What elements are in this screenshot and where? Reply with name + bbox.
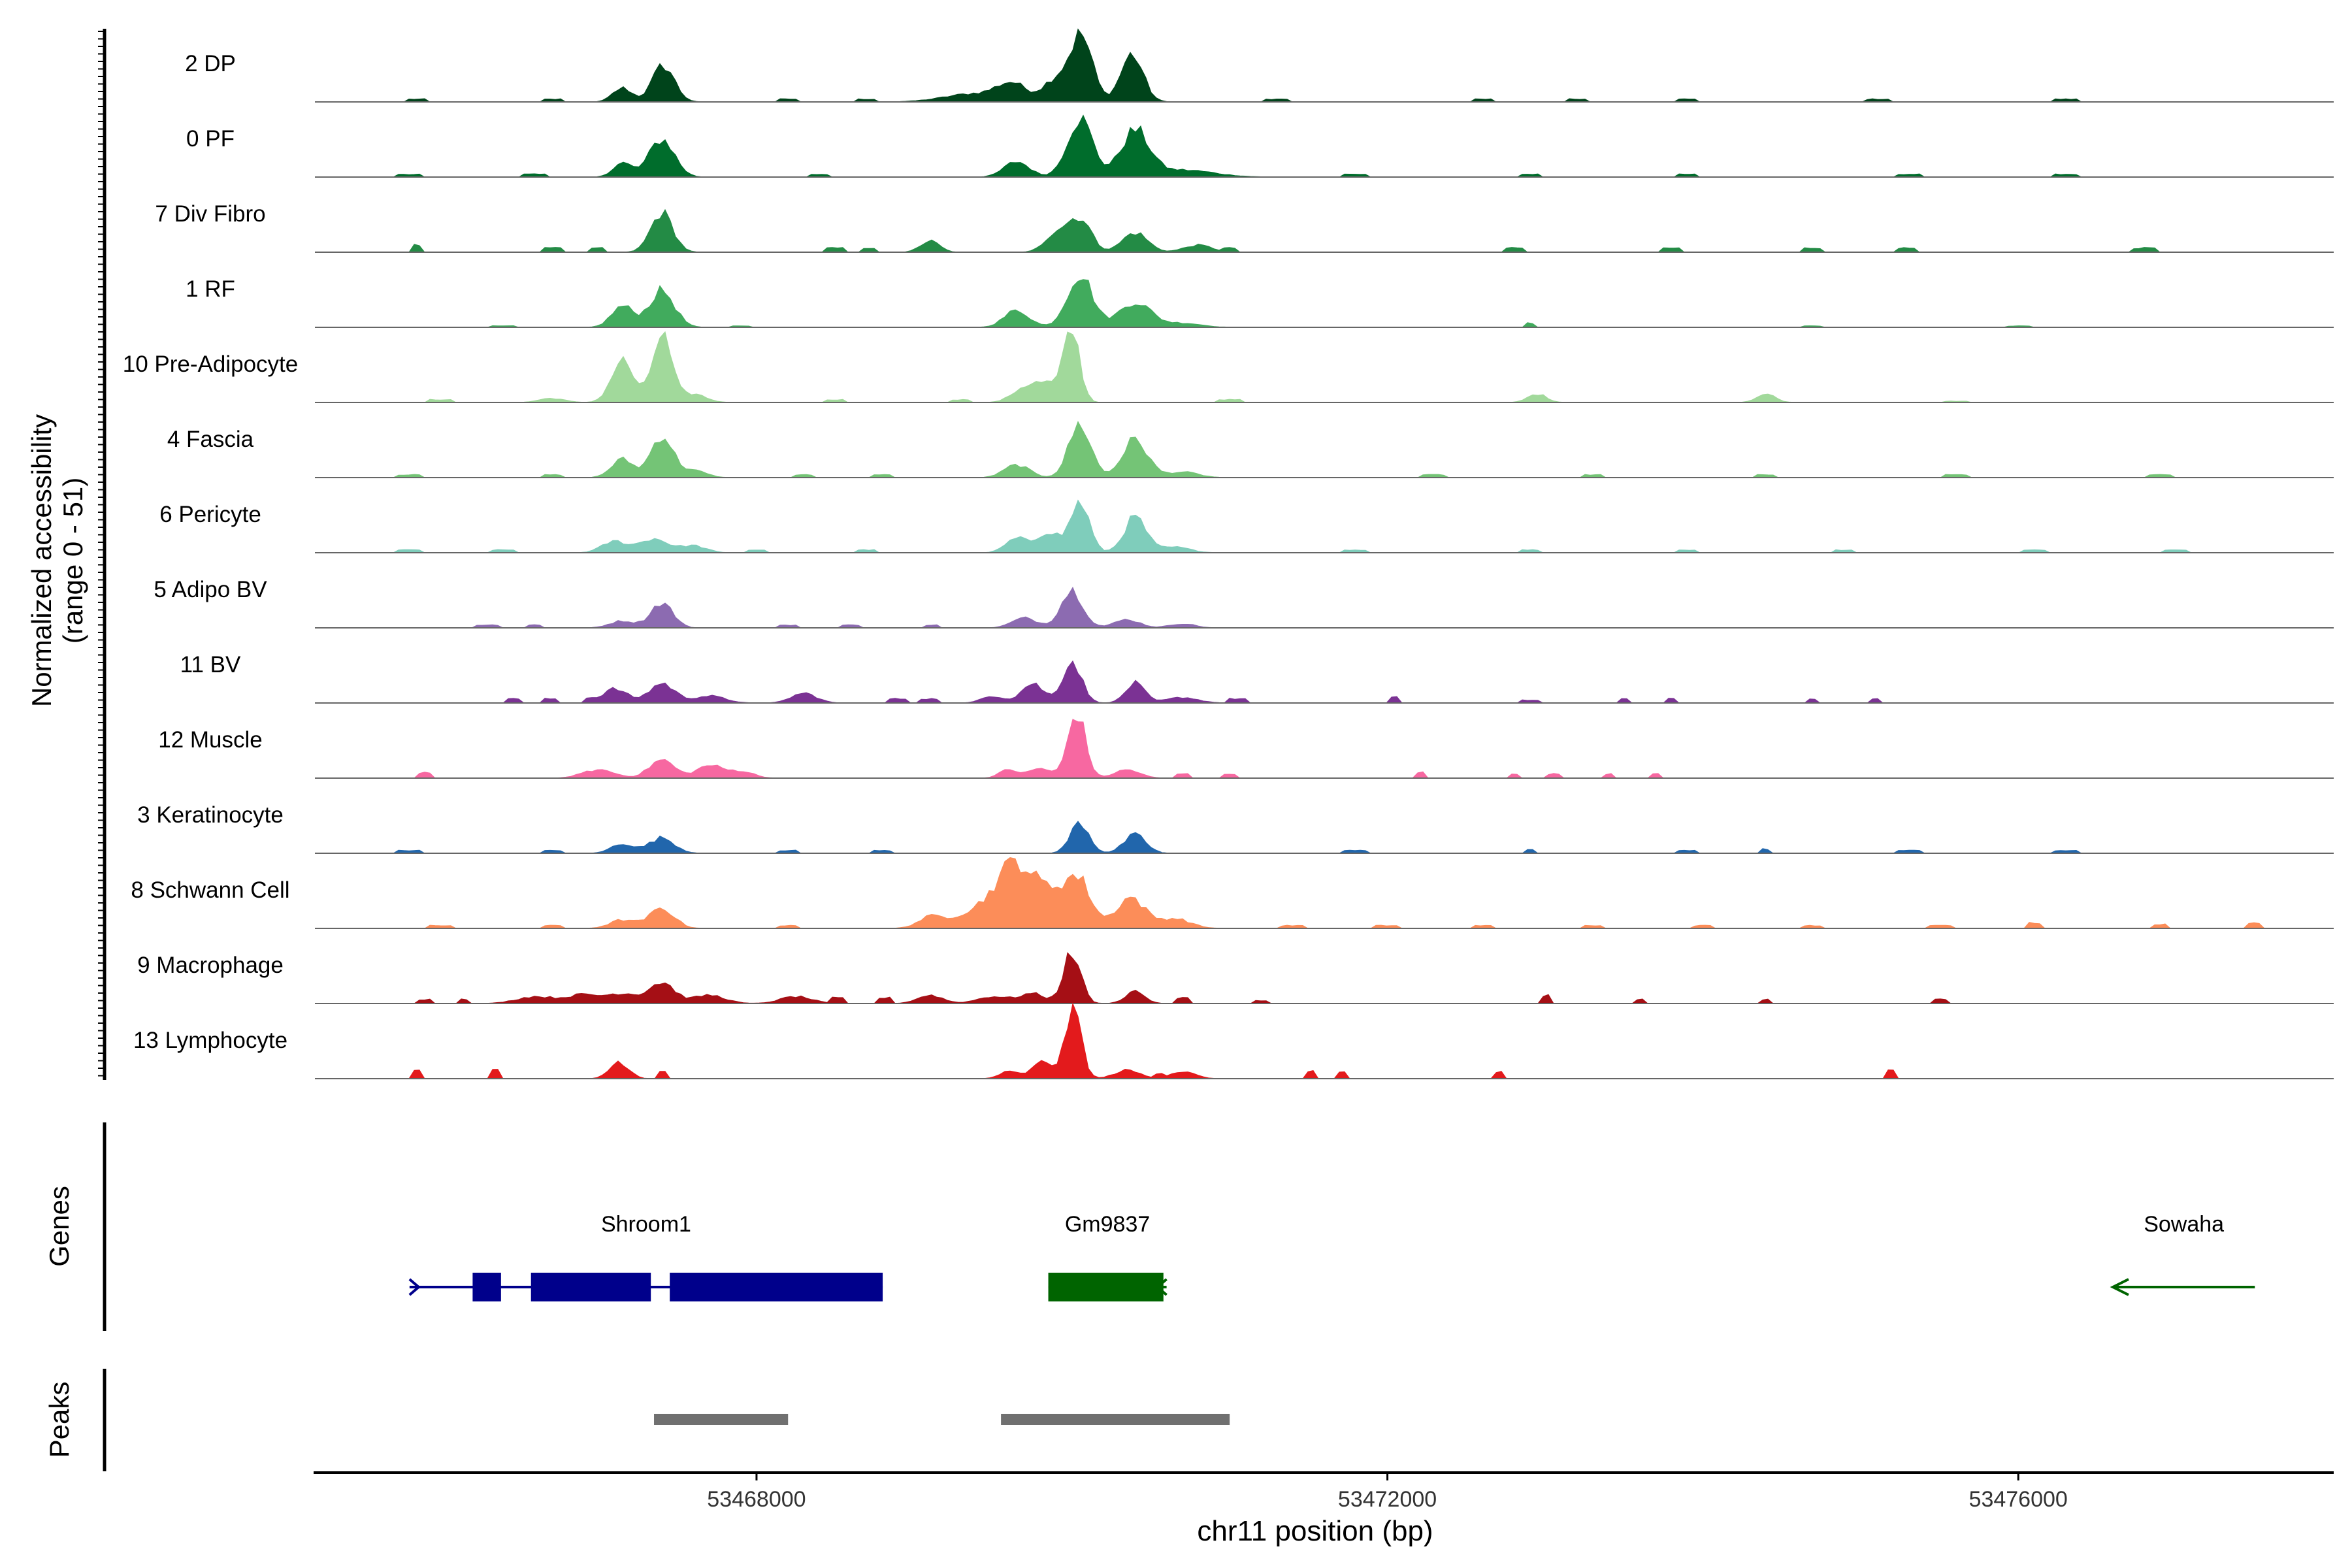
gene-exon	[1048, 1273, 1164, 1301]
coverage-area	[315, 719, 2334, 779]
gene-exon	[531, 1273, 651, 1301]
track-label: 4 Fascia	[167, 427, 254, 452]
track-10-pre-adipocyte: 10 Pre-Adipocyte	[123, 331, 2334, 403]
track-7-div-fibro: 7 Div Fibro	[155, 201, 2334, 253]
track-2-dp: 2 DP	[185, 28, 2334, 103]
gene-label: Shroom1	[601, 1212, 691, 1237]
track-label: 2 DP	[185, 51, 236, 76]
coverage-area	[315, 331, 2334, 403]
x-tick-label: 53472000	[1338, 1487, 1437, 1512]
track-9-macrophage: 9 Macrophage	[137, 952, 2334, 1004]
track-4-fascia: 4 Fascia	[167, 421, 2334, 478]
coverage-tracks: 2 DP 0 PF 7 Div Fibro 1 RF 10 Pre-Adipocyte 4…	[123, 28, 2334, 1079]
peaks-track-label: Peaks	[44, 1382, 74, 1458]
coverage-area	[315, 279, 2334, 328]
coverage-area	[315, 586, 2334, 629]
gene-label: Sowaha	[2144, 1212, 2224, 1237]
peaks-track: Peaks	[44, 1369, 1230, 1471]
strand-arrow	[1155, 1278, 1168, 1296]
coverage-area	[315, 660, 2334, 704]
coverage-area	[315, 821, 2334, 854]
coverage-area	[315, 952, 2334, 1004]
strand-arrow	[408, 1278, 421, 1296]
x-tick-label: 53468000	[707, 1487, 806, 1512]
x-axis-label: chr11 position (bp)	[1197, 1515, 1433, 1547]
y-axis	[98, 29, 106, 1080]
track-5-adipo-bv: 5 Adipo BV	[154, 577, 2334, 629]
track-1-rf: 1 RF	[186, 276, 2334, 328]
track-label: 10 Pre-Adipocyte	[123, 351, 298, 377]
y-axis-label: Normalized accessibility	[26, 414, 57, 707]
track-label: 9 Macrophage	[137, 953, 284, 978]
track-label: 7 Div Fibro	[155, 201, 265, 227]
track-label: 8 Schwann Cell	[131, 877, 289, 903]
x-tick-label: 53476000	[1969, 1487, 2068, 1512]
coverage-area	[315, 1002, 2334, 1079]
gene-exon	[670, 1273, 883, 1301]
track-label: 5 Adipo BV	[154, 577, 267, 602]
track-11-bv: 11 BV	[180, 652, 2334, 704]
coverage-area	[315, 114, 2334, 178]
peak-region	[1001, 1414, 1230, 1425]
coverage-area	[315, 421, 2334, 478]
track-label: 0 PF	[186, 126, 235, 152]
track-label: 11 BV	[180, 652, 241, 678]
track-label: 3 Keratinocyte	[137, 802, 284, 828]
gene-sowaha: Sowaha	[2110, 1212, 2255, 1296]
strand-arrow	[2110, 1278, 2129, 1296]
track-0-pf: 0 PF	[186, 114, 2334, 178]
track-6-pericyte: 6 Pericyte	[159, 499, 2334, 553]
track-label: 1 RF	[186, 276, 235, 302]
gene-label: Gm9837	[1065, 1212, 1150, 1237]
track-12-muscle: 12 Muscle	[158, 719, 2334, 779]
x-axis: 53468000 53472000 53476000	[314, 1471, 2334, 1512]
coverage-area	[315, 857, 2334, 929]
track-13-lymphocyte: 13 Lymphocyte	[133, 1002, 2334, 1079]
coverage-area	[315, 208, 2334, 253]
track-label: 12 Muscle	[158, 727, 263, 753]
track-8-schwann-cell: 8 Schwann Cell	[131, 857, 2334, 929]
track-label: 6 Pericyte	[159, 502, 261, 527]
coverage-area	[315, 28, 2334, 103]
coverage-area	[315, 499, 2334, 553]
gene-gm9837: Gm9837	[1048, 1212, 1168, 1301]
gene-exon	[472, 1273, 501, 1301]
peak-region	[654, 1414, 789, 1425]
gene-track-label: Genes	[44, 1186, 74, 1267]
y-axis-range-label: (range 0 - 51)	[57, 478, 88, 644]
track-3-keratinocyte: 3 Keratinocyte	[137, 802, 2334, 854]
track-label: 13 Lymphocyte	[133, 1028, 287, 1053]
gene-shroom1: Shroom1	[408, 1212, 883, 1301]
gene-track: Genes Shroom1 Gm9837 Sowaha	[44, 1122, 2255, 1331]
